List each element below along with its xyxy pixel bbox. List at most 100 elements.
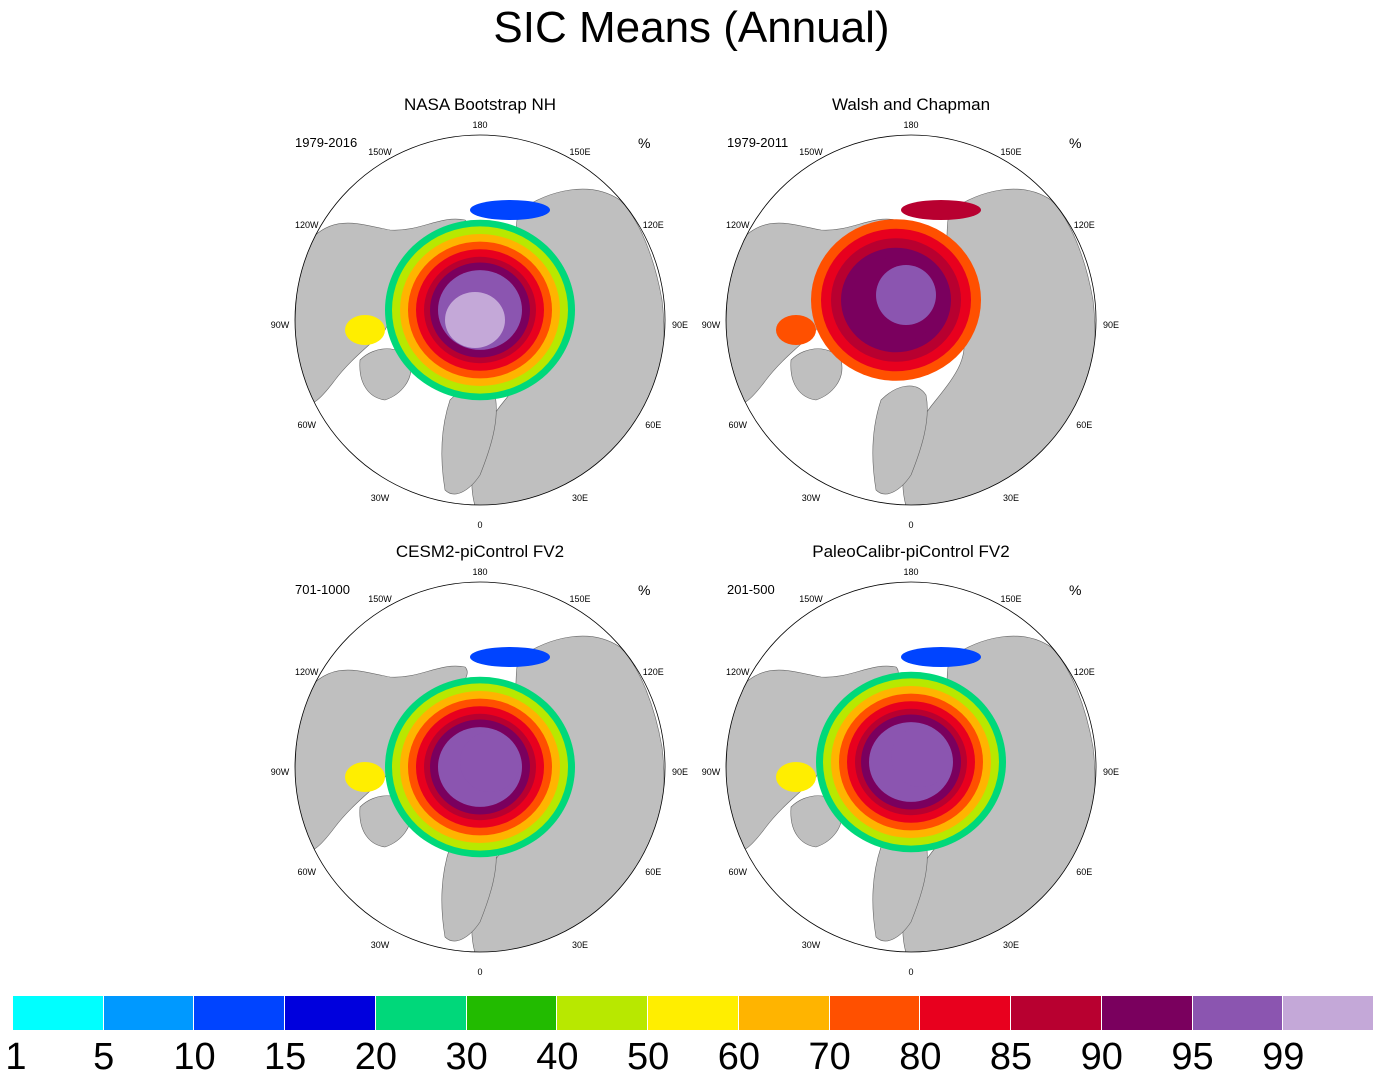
land-shape xyxy=(872,385,928,495)
map-content xyxy=(726,582,1096,952)
lon-label: 60W xyxy=(297,867,317,877)
lon-label: 30E xyxy=(1002,940,1020,951)
lon-label: 120E xyxy=(642,667,664,677)
land-shape xyxy=(790,348,843,401)
map-border xyxy=(294,134,666,506)
lon-label: 30W xyxy=(370,940,390,951)
colorbar-cell xyxy=(103,996,195,1030)
panel-title-3: CESM2-piControl FV2 xyxy=(395,542,565,561)
colorbar-label: 95 xyxy=(1171,1036,1214,1078)
lon-label: 90W xyxy=(270,767,290,777)
lon-label: 30E xyxy=(571,493,589,504)
colorbar-label: 15 xyxy=(264,1036,307,1078)
colorbar-cell xyxy=(829,996,921,1030)
colorbar-cell xyxy=(920,996,1012,1030)
lon-label: 30E xyxy=(1002,493,1020,504)
colorbar-cell xyxy=(466,996,558,1030)
lon-label: 150E xyxy=(569,146,591,157)
colorbar-cell xyxy=(13,996,104,1030)
land-shape xyxy=(790,795,843,848)
colorbar-cell xyxy=(375,996,467,1030)
colorbar-cell xyxy=(557,996,649,1030)
polar-map-4 xyxy=(725,581,1097,953)
lon-label: 60E xyxy=(1076,867,1093,877)
lon-label: 60W xyxy=(297,420,317,430)
polar-map-3 xyxy=(294,581,666,953)
lon-label: 90W xyxy=(270,320,290,330)
colorbar-label: 70 xyxy=(808,1036,851,1078)
colorbar-label: 30 xyxy=(445,1036,488,1078)
ice-core xyxy=(460,732,520,792)
ice-patch xyxy=(470,647,550,667)
colorbar-cell xyxy=(285,996,376,1030)
page-title: SIC Means (Annual) xyxy=(493,3,890,52)
panel-years-2: 1979-2011 xyxy=(727,135,789,150)
lon-label: 60E xyxy=(645,420,662,430)
colorbar-label: 40 xyxy=(536,1036,579,1078)
colorbar-label: 85 xyxy=(989,1036,1033,1078)
colorbar-cell xyxy=(1192,996,1284,1030)
map-content xyxy=(295,135,665,505)
lon-label: 120E xyxy=(1073,667,1095,677)
ice-core xyxy=(445,292,505,348)
map-border xyxy=(294,581,666,953)
lon-label: 90E xyxy=(671,320,689,330)
panel-title-1: NASA Bootstrap NH xyxy=(403,95,557,114)
lon-label: 180 xyxy=(472,120,488,130)
lon-label: 30W xyxy=(801,493,821,504)
lon-label: 180 xyxy=(903,567,919,577)
colorbar-label: 5 xyxy=(93,1036,115,1078)
panel-units-2: % xyxy=(1069,135,1082,151)
ice-patch xyxy=(901,200,981,220)
ice-patch xyxy=(345,762,385,792)
lon-label: 150W xyxy=(368,146,392,157)
lon-label: 120E xyxy=(642,220,664,230)
map-content xyxy=(726,135,1096,505)
panel-units-3: % xyxy=(638,582,651,598)
panel-years-4: 201-500 xyxy=(727,582,775,597)
lon-label: 0 xyxy=(908,967,914,977)
colorbar-cell xyxy=(1101,996,1193,1030)
lon-label: 180 xyxy=(903,120,919,130)
colorbar-label: 80 xyxy=(899,1036,942,1078)
land-shape xyxy=(359,348,412,401)
lon-label: 30W xyxy=(801,940,821,951)
lon-label: 90E xyxy=(1102,767,1120,777)
ice-patch xyxy=(776,315,816,345)
colorbar-label: 90 xyxy=(1080,1036,1123,1078)
lon-label: 90W xyxy=(701,767,721,777)
lon-label: 90E xyxy=(1102,320,1120,330)
lon-label: 150W xyxy=(799,593,823,604)
lon-label: 150W xyxy=(368,593,392,604)
panel-units-4: % xyxy=(1069,582,1082,598)
panel-title-4: PaleoCalibr-piControl FV2 xyxy=(812,542,1010,561)
lon-label: 0 xyxy=(908,520,914,530)
lon-label: 120W xyxy=(726,220,750,230)
panel-units-1: % xyxy=(638,135,651,151)
lon-label: 60E xyxy=(1076,420,1093,430)
map-content xyxy=(295,582,665,952)
lon-label: 120E xyxy=(1073,220,1095,230)
lon-label: 90W xyxy=(701,320,721,330)
colorbar-cell xyxy=(648,996,739,1030)
colorbar-label: 99 xyxy=(1262,1036,1305,1078)
lon-label: 120W xyxy=(295,220,319,230)
map-border xyxy=(725,581,1097,953)
colorbar-label: 60 xyxy=(717,1036,760,1078)
panel-title-2: Walsh and Chapman xyxy=(831,95,991,114)
colorbar-cell xyxy=(194,996,286,1030)
lon-label: 30E xyxy=(571,940,589,951)
colorbar-label: 1 xyxy=(5,1036,27,1078)
lon-label: 150E xyxy=(569,593,591,604)
colorbar-label: 50 xyxy=(626,1036,670,1078)
colorbar-cell xyxy=(1011,996,1102,1030)
panel-years-1: 1979-2016 xyxy=(295,135,358,150)
lon-label: 150E xyxy=(1000,593,1022,604)
map-border xyxy=(725,134,1097,506)
ice-core xyxy=(891,727,951,787)
lon-label: 120W xyxy=(726,667,750,677)
lon-label: 120W xyxy=(295,667,319,677)
colorbar xyxy=(13,996,1375,1030)
panel-years-3: 701-1000 xyxy=(295,582,350,597)
lon-label: 90E xyxy=(671,767,689,777)
